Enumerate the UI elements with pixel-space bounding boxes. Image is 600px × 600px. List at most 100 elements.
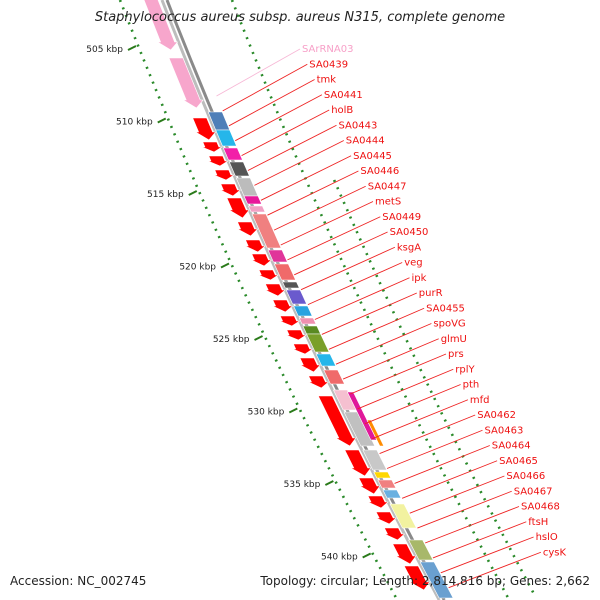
gene-label[interactable]: metS [375, 197, 401, 208]
gene-feature [293, 305, 313, 317]
gene-label[interactable]: SA0467 [514, 486, 553, 497]
label-leader-line [321, 292, 417, 335]
gene-label[interactable]: ipk [412, 273, 427, 284]
gene-feature [247, 205, 266, 213]
gene-feature [228, 161, 250, 177]
gene-label[interactable]: SA0439 [309, 59, 348, 70]
gene-label[interactable]: tmk [317, 75, 337, 86]
gene-label[interactable]: veg [404, 258, 422, 269]
label-leader-line [307, 262, 403, 306]
gene-label[interactable]: SA0462 [477, 410, 516, 421]
cds-feature [251, 253, 273, 267]
cds-feature [317, 395, 357, 447]
cds-feature [201, 141, 223, 153]
cds-feature [272, 299, 294, 313]
gene-label[interactable]: SA0443 [339, 120, 378, 131]
gene-label[interactable]: mfd [470, 395, 490, 406]
label-leader-line [440, 536, 534, 574]
scale-label: 520 kbp [179, 263, 216, 273]
scale-tick [254, 335, 263, 341]
cds-feature [292, 343, 314, 355]
label-leader-line [409, 475, 505, 514]
label-leader-line [357, 368, 454, 410]
scale-tick [288, 407, 298, 414]
label-leader-line [417, 490, 512, 529]
gene-label[interactable]: prs [448, 349, 464, 360]
label-leader-line [216, 48, 301, 97]
rna-label[interactable]: SArRNA03 [302, 44, 353, 55]
label-leader-line [294, 231, 388, 276]
cds-feature [245, 239, 267, 253]
gene-feature [251, 213, 282, 249]
gene-label[interactable]: SA0466 [506, 471, 545, 482]
gene-feature [323, 369, 345, 385]
gene-label[interactable]: purR [419, 288, 443, 299]
gene-feature [382, 489, 402, 499]
scale-tick [220, 262, 230, 269]
label-leader-line [280, 201, 374, 246]
cds-feature [285, 329, 308, 341]
gene-feature [306, 333, 330, 353]
gene-label[interactable]: holB [331, 105, 353, 116]
cds-feature [367, 495, 389, 509]
label-leader-line [235, 94, 323, 142]
gene-label[interactable]: spoVG [433, 319, 465, 330]
rrna-feature [143, 0, 179, 51]
cds-feature [220, 183, 242, 197]
accession-text: Accession: NC_002745 [10, 574, 147, 588]
scale-tick [324, 480, 334, 486]
label-leader-line [342, 338, 439, 380]
label-leader-line [267, 170, 359, 216]
label-leader-line [254, 140, 345, 186]
gene-label[interactable]: glmU [441, 334, 467, 345]
label-leader-line [379, 414, 476, 455]
gene-label[interactable]: SA0465 [499, 456, 538, 467]
gene-feature [243, 195, 263, 205]
gene-feature [419, 561, 454, 599]
label-leader-line [394, 445, 490, 484]
gene-label[interactable]: SA0449 [382, 212, 421, 223]
label-leader-line [386, 429, 483, 469]
gene-label[interactable]: SA0468 [521, 502, 560, 513]
gene-feature [222, 147, 243, 161]
gene-feature [215, 129, 237, 147]
gene-label[interactable]: SA0445 [353, 151, 392, 162]
gene-feature [408, 539, 434, 561]
gene-label[interactable]: SA0464 [492, 441, 531, 452]
gene-label[interactable]: SA0447 [368, 181, 407, 192]
scale-label: 530 kbp [248, 408, 285, 418]
cds-feature [383, 527, 406, 541]
gene-label[interactable]: ftsH [528, 517, 548, 528]
gene-feature [315, 353, 337, 367]
gene-label[interactable]: cysK [543, 547, 567, 558]
gene-label[interactable]: rplY [455, 364, 475, 375]
gene-feature [267, 249, 288, 263]
gene-label[interactable]: hslO [536, 532, 558, 543]
label-leader-line [401, 460, 498, 499]
gene-label[interactable]: pth [463, 380, 480, 391]
cds-feature [403, 565, 431, 591]
gene-label[interactable]: SA0441 [324, 90, 363, 101]
gene-label[interactable]: ksgA [397, 242, 421, 253]
gene-label[interactable]: SA0444 [346, 136, 385, 147]
gene-label[interactable]: SA0446 [360, 166, 399, 177]
gene-label[interactable]: SA0455 [426, 303, 465, 314]
scale-tick [362, 552, 372, 559]
gene-feature [373, 471, 392, 479]
gene-label[interactable]: SA0463 [485, 425, 524, 436]
gene-feature [298, 317, 317, 325]
label-leader-line [247, 124, 337, 171]
label-leader-line [364, 384, 461, 425]
scale-label: 510 kbp [116, 118, 153, 128]
gene-feature [362, 449, 388, 471]
scale-label: 540 kbp [321, 553, 358, 563]
label-leader-line [350, 353, 447, 395]
label-leader-line [424, 506, 520, 544]
scale-label: 515 kbp [147, 190, 184, 200]
gene-label[interactable]: SA0450 [390, 227, 429, 238]
scale-tick [157, 117, 167, 124]
cds-feature [375, 511, 398, 525]
scale-label: 525 kbp [213, 335, 250, 345]
